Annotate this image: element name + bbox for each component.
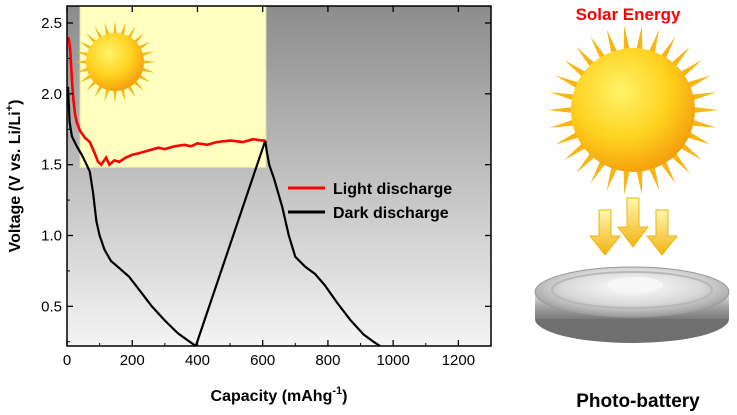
x-tick-label: 600 [250, 352, 275, 369]
legend-label-dark: Dark discharge [333, 205, 449, 222]
y-axis-title: Voltage (V vs. Li/Li+) [4, 100, 24, 253]
x-tick-label: 1200 [442, 352, 475, 369]
series-dark-discharge [67, 86, 381, 346]
y-tick-label: 2.0 [41, 86, 62, 103]
x-tick-label: 0 [63, 352, 71, 369]
solar-energy-title: Solar Energy [576, 5, 681, 24]
x-tick-label: 200 [120, 352, 145, 369]
x-tick-label: 1000 [376, 352, 409, 369]
y-tick-label: 1.5 [41, 157, 62, 174]
y-tick-label: 2.5 [41, 15, 62, 32]
x-tick-label: 400 [185, 352, 210, 369]
arrow-down-icon [588, 197, 679, 256]
legend-label-light: Light discharge [333, 181, 452, 198]
x-tick-label: 800 [315, 352, 340, 369]
axis-ticks: 0 200 400 600 800 1000 1200 0.5 1.0 1.5 2.0 2.5 [41, 6, 491, 369]
y-tick-label: 1.0 [41, 228, 62, 245]
legend: Light discharge Dark discharge [288, 181, 452, 222]
sun-icon [74, 21, 156, 103]
x-axis-title: Capacity (mAhg-1) [211, 385, 348, 405]
series-light-discharge [67, 37, 266, 167]
coin-cell-battery-icon [534, 266, 730, 343]
photo-battery-caption: Photo-battery [576, 391, 700, 412]
sun-icon [548, 25, 718, 195]
plot-frame [66, 5, 492, 347]
y-tick-label: 0.5 [41, 298, 62, 315]
